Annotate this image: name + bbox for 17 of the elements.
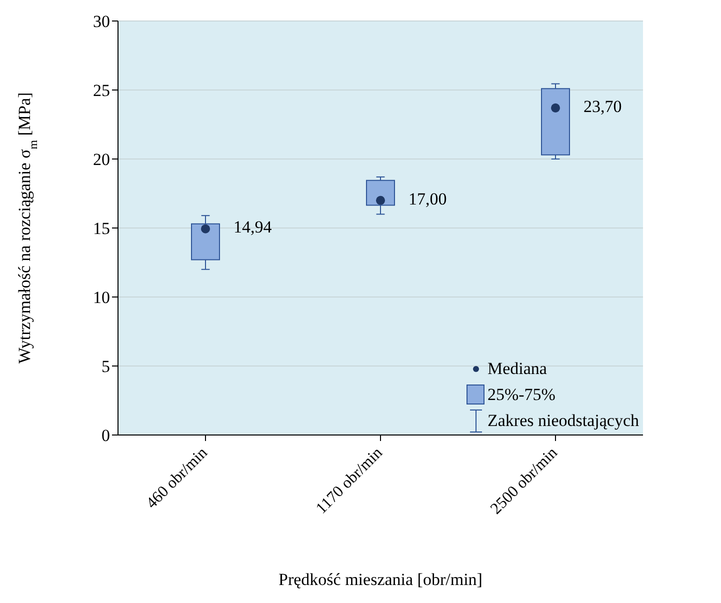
y-tick-label: 10 [93, 288, 110, 308]
data-label: 23,70 [584, 96, 622, 116]
annotation: Zakres nieodstających [487, 410, 639, 432]
x-axis-title: Prędkość mieszania [obr/min] [278, 570, 482, 589]
legend-label: Mediana [487, 358, 547, 380]
y-tick-label: 30 [93, 12, 110, 32]
y-tick-label: 15 [93, 219, 110, 238]
point [550, 103, 560, 112]
y-tick-label: 5 [102, 357, 110, 376]
legend-label: 25%-75% [487, 384, 556, 406]
y-tick-label: 0 [102, 426, 110, 446]
y-tick-label: 25 [93, 81, 110, 100]
y-tick-label: 20 [93, 150, 110, 170]
data-label: 14,94 [234, 218, 272, 237]
data-label: 17,00 [408, 189, 447, 208]
point [376, 196, 386, 205]
point [200, 224, 210, 234]
